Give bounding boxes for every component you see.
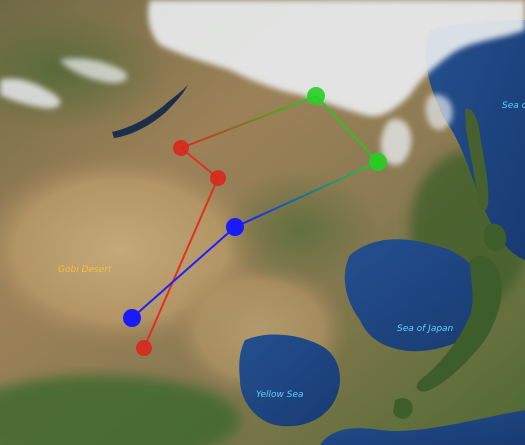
manchuria-forest xyxy=(220,170,380,290)
route-segment xyxy=(315,95,379,163)
east-china-sea xyxy=(320,410,525,445)
lake-baikal xyxy=(112,84,188,138)
green-marker[interactable] xyxy=(307,87,325,105)
markers xyxy=(123,87,387,356)
japan-kyushu xyxy=(393,398,413,419)
route-segment xyxy=(131,226,236,319)
route-segment xyxy=(143,177,219,349)
red-marker[interactable] xyxy=(136,340,152,356)
snow-cover xyxy=(0,0,525,166)
blue-marker[interactable] xyxy=(226,218,244,236)
green-marker[interactable] xyxy=(369,153,387,171)
sakhalin-island xyxy=(465,108,489,211)
red-marker[interactable] xyxy=(173,140,189,156)
sea-of-japan xyxy=(344,239,495,352)
blue-marker[interactable] xyxy=(123,309,141,327)
japan-hokkaido xyxy=(484,223,507,252)
label-sea-partial: Sea o xyxy=(502,101,525,111)
label-yellow-sea: Yellow Sea xyxy=(256,390,304,400)
route-segment xyxy=(234,161,379,228)
japan-honshu xyxy=(416,255,502,392)
label-sea-of-japan: Sea of Japan xyxy=(397,324,454,334)
route-segment xyxy=(180,95,317,149)
routes xyxy=(131,95,379,349)
yellow-sea xyxy=(239,334,340,427)
red-marker[interactable] xyxy=(210,170,226,186)
label-gobi-desert: Gobi Desert xyxy=(58,265,112,275)
southern-forest xyxy=(0,375,240,445)
